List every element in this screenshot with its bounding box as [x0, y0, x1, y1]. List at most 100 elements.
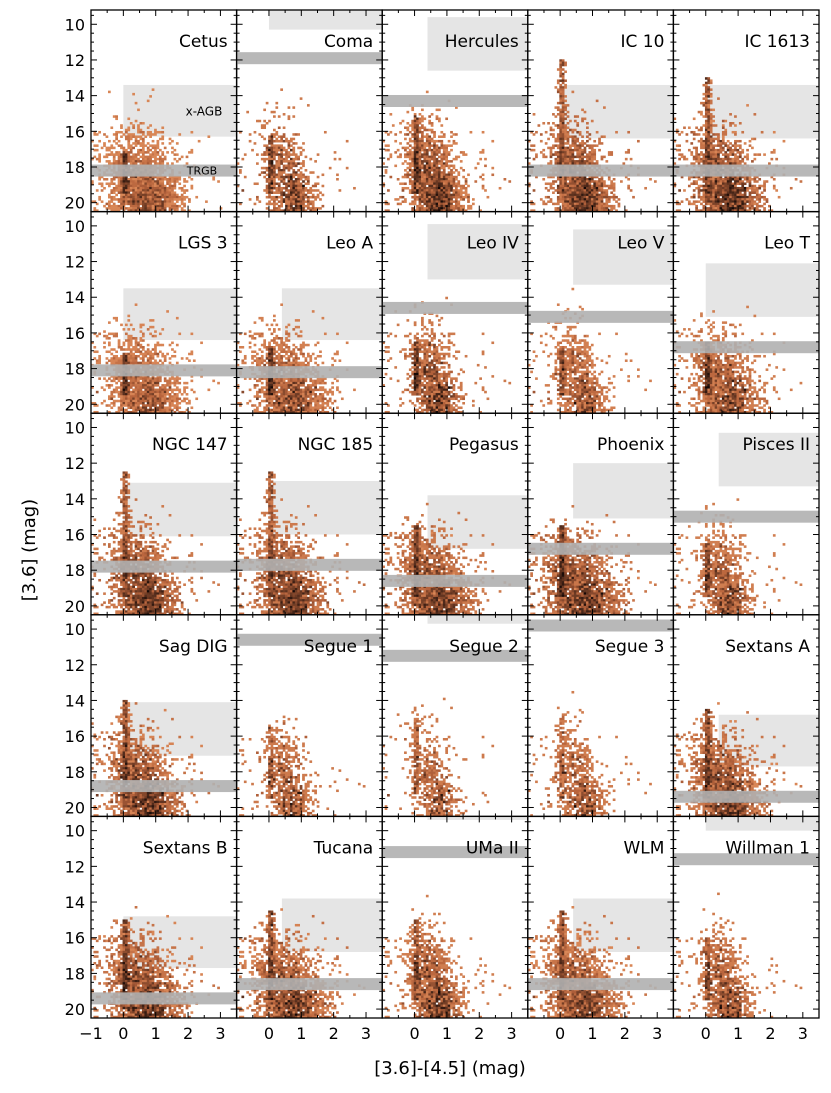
density-bin: [389, 155, 393, 159]
density-bin: [404, 126, 407, 130]
density-bin: [146, 379, 150, 383]
density-bin: [697, 157, 701, 161]
density-bin: [556, 198, 560, 201]
density-bin: [435, 204, 439, 208]
density-bin: [273, 330, 276, 333]
density-bin: [127, 137, 131, 141]
density-bin: [294, 332, 298, 336]
density-bin: [712, 207, 715, 210]
density-bin: [552, 113, 555, 116]
density-bin: [692, 195, 696, 199]
density-bin: [146, 162, 150, 165]
density-bin: [120, 144, 123, 147]
density-bin: [680, 130, 684, 134]
density-bin: [265, 173, 269, 177]
density-bin: [678, 144, 681, 147]
density-bin: [132, 346, 135, 349]
density-bin: [709, 160, 713, 163]
density-bin: [154, 198, 157, 201]
density-bin: [404, 182, 407, 186]
density-bin: [721, 124, 725, 127]
density-bin: [270, 133, 274, 136]
density-bin: [115, 142, 118, 145]
density-bin: [554, 157, 558, 161]
density-bin: [122, 155, 126, 159]
density-bin: [610, 186, 614, 190]
density-bin: [561, 61, 565, 65]
density-bin: [297, 334, 300, 338]
density-bin: [564, 189, 567, 192]
density-bin: [112, 390, 116, 394]
density-bin: [185, 386, 189, 389]
density-bin: [105, 384, 109, 387]
density-bin: [336, 173, 339, 177]
density-bin: [559, 157, 563, 161]
density-bin: [151, 354, 155, 358]
density-bin: [146, 410, 150, 414]
density-bin: [455, 200, 458, 203]
density-bin: [741, 148, 745, 152]
density-bin: [273, 339, 276, 342]
density-bin: [91, 386, 94, 389]
density-bin: [416, 191, 419, 194]
density-bin: [311, 207, 315, 210]
density-bin: [556, 139, 560, 143]
density-bin: [178, 397, 182, 401]
density-bin: [447, 209, 451, 212]
density-bin: [612, 186, 616, 190]
density-bin: [285, 337, 288, 340]
density-bin: [709, 191, 713, 194]
density-bin: [129, 184, 133, 188]
density-bin: [702, 97, 706, 100]
density-bin: [709, 124, 713, 127]
density-bin: [406, 175, 410, 179]
density-bin: [117, 162, 121, 165]
density-bin: [435, 162, 439, 165]
density-bin: [709, 200, 713, 203]
density-bin: [440, 207, 444, 210]
density-bin: [98, 354, 102, 358]
density-bin: [183, 399, 186, 403]
density-bin: [107, 341, 111, 345]
density-bin: [120, 191, 123, 194]
density-bin: [180, 186, 184, 190]
density-bin: [697, 189, 701, 192]
density-bin: [144, 160, 148, 163]
density-bin: [98, 153, 102, 156]
density-bin: [156, 180, 160, 183]
density-bin: [311, 171, 315, 174]
density-bin: [161, 135, 165, 138]
density-bin: [445, 175, 449, 179]
density-bin: [345, 139, 349, 143]
density-bin: [561, 191, 565, 194]
density-bin: [590, 144, 594, 147]
density-bin: [428, 122, 432, 125]
density-bin: [112, 404, 116, 407]
density-bin: [120, 193, 123, 197]
density-bin: [144, 404, 148, 407]
density-bin: [287, 178, 291, 181]
density-bin: [707, 110, 711, 114]
density-bin: [673, 162, 677, 165]
density-bin: [462, 209, 466, 212]
density-bin: [171, 202, 174, 206]
density-bin: [741, 193, 745, 197]
density-bin: [103, 178, 106, 181]
density-bin: [561, 59, 565, 62]
density-bin: [566, 198, 570, 201]
density-bin: [554, 160, 558, 163]
density-bin: [704, 155, 708, 159]
density-bin: [282, 146, 286, 150]
density-bin: [178, 204, 182, 208]
density-bin: [141, 155, 145, 159]
density-bin: [401, 195, 405, 199]
density-bin: [316, 153, 320, 156]
density-bin: [139, 350, 143, 354]
density-bin: [149, 377, 152, 380]
density-bin: [139, 375, 143, 378]
density-bin: [263, 153, 267, 156]
density-bin: [263, 175, 267, 179]
density-bin: [442, 184, 446, 188]
density-bin: [593, 186, 597, 190]
density-bin: [423, 144, 427, 147]
